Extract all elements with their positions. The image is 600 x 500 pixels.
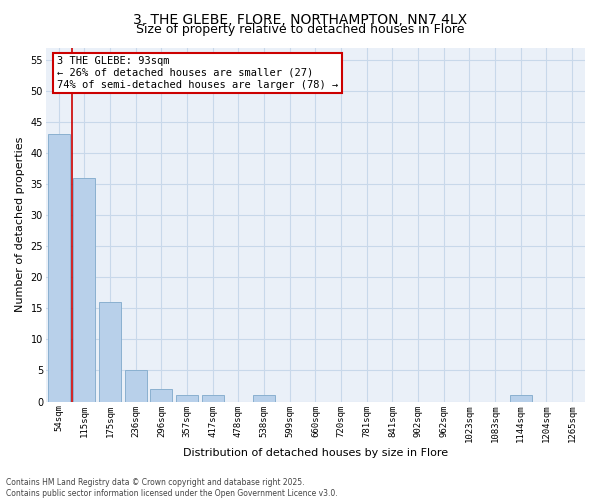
Bar	[125, 370, 146, 402]
Bar	[253, 396, 275, 402]
Text: 3 THE GLEBE: 93sqm
← 26% of detached houses are smaller (27)
74% of semi-detache: 3 THE GLEBE: 93sqm ← 26% of detached hou…	[56, 56, 338, 90]
Bar	[151, 389, 172, 402]
Bar	[202, 396, 224, 402]
X-axis label: Distribution of detached houses by size in Flore: Distribution of detached houses by size …	[183, 448, 448, 458]
Bar	[73, 178, 95, 402]
Bar	[176, 396, 198, 402]
Text: 3, THE GLEBE, FLORE, NORTHAMPTON, NN7 4LX: 3, THE GLEBE, FLORE, NORTHAMPTON, NN7 4L…	[133, 12, 467, 26]
Bar	[510, 396, 532, 402]
Text: Contains HM Land Registry data © Crown copyright and database right 2025.
Contai: Contains HM Land Registry data © Crown c…	[6, 478, 338, 498]
Bar	[48, 134, 70, 402]
Y-axis label: Number of detached properties: Number of detached properties	[15, 137, 25, 312]
Bar	[99, 302, 121, 402]
Text: Size of property relative to detached houses in Flore: Size of property relative to detached ho…	[136, 22, 464, 36]
